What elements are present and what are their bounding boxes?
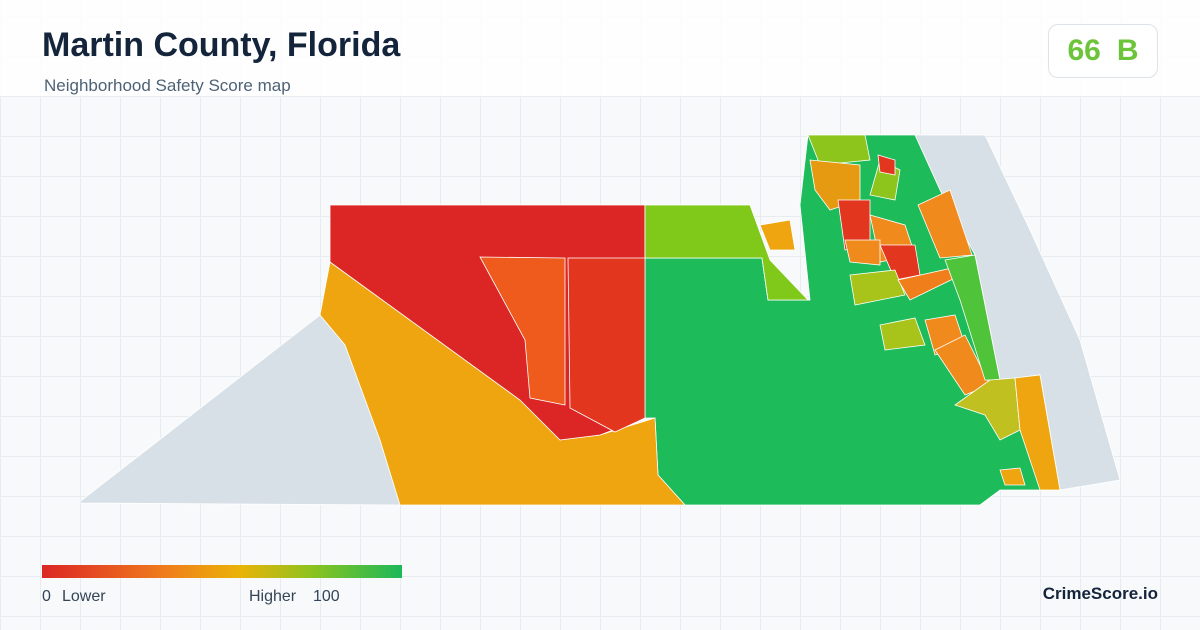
- region: [999, 467, 1026, 486]
- region: [759, 219, 796, 251]
- subtitle: Neighborhood Safety Score map: [44, 76, 291, 95]
- title: Martin County, Florida: [42, 26, 401, 64]
- region: [877, 154, 896, 176]
- score: 66: [1067, 34, 1101, 67]
- region: [879, 317, 926, 351]
- legend-gradient: [42, 565, 402, 578]
- region: [917, 189, 973, 259]
- brand: CrimeScore.io: [1042, 584, 1158, 603]
- legend-min: 0: [42, 588, 51, 605]
- region: [849, 269, 906, 306]
- region: [644, 204, 809, 301]
- grade: B: [1116, 34, 1139, 67]
- region: [1014, 374, 1061, 491]
- header: [0, 0, 1200, 96]
- region: [479, 256, 566, 406]
- legend-max-label: Higher: [249, 588, 297, 605]
- region: [807, 134, 871, 166]
- region: [567, 257, 646, 433]
- legend-max: 100: [313, 588, 340, 605]
- legend-min-label: Lower: [62, 588, 106, 605]
- region: [844, 239, 881, 266]
- score-badge: 66 B: [1048, 24, 1158, 78]
